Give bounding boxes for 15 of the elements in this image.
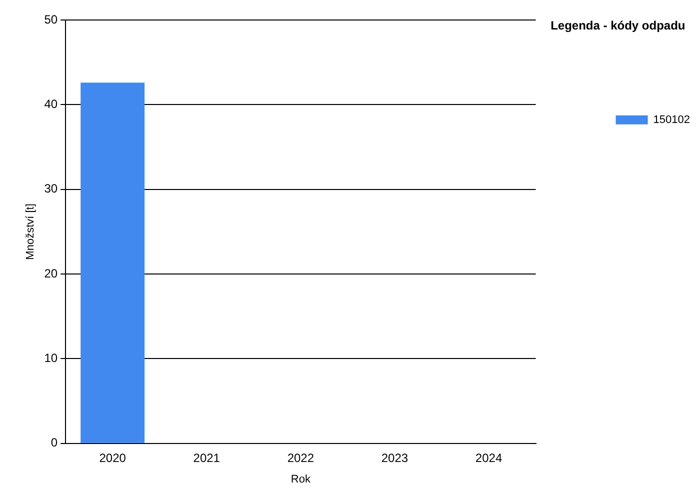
legend-label: 150102 [653, 114, 690, 126]
y-axis-title: Množství [t] [24, 204, 37, 260]
y-tick-label: 10 [44, 351, 58, 366]
x-tick-label: 2020 [99, 450, 126, 465]
y-tick-label: 30 [44, 182, 58, 196]
y-tick-label: 50 [44, 12, 58, 26]
x-tick-label: 2021 [193, 450, 220, 465]
x-tick-label: 2022 [287, 450, 314, 465]
x-tick-label: 2023 [381, 450, 408, 465]
y-tick-label: 40 [44, 96, 58, 111]
x-axis-title: Rok [290, 473, 311, 486]
x-tick-label: 2024 [475, 450, 502, 465]
legend-title: Legenda - kódy odpadu [550, 18, 686, 32]
y-tick-label: 0 [50, 436, 58, 450]
y-tick-label: 20 [44, 266, 58, 280]
